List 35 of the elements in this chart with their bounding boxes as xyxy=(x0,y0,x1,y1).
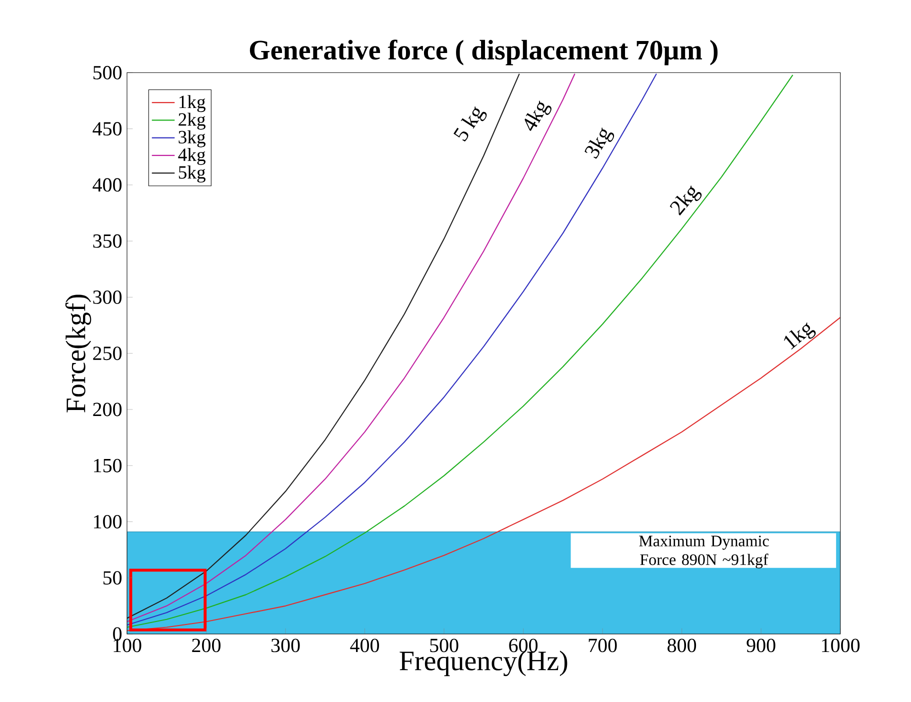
x-tick-label: 900 xyxy=(746,638,776,652)
legend-label: 4kg xyxy=(178,148,206,165)
legend-label: 2kg xyxy=(178,112,206,130)
x-tick-label: 100 xyxy=(114,638,142,652)
y-tick-label: 350 xyxy=(93,234,122,248)
annotation: 3kg xyxy=(584,128,614,159)
x-tick-label: 700 xyxy=(588,638,617,652)
annotation: 1kg xyxy=(784,322,816,350)
x-tick-label: 1000 xyxy=(822,638,860,652)
y-tick-label: 0 xyxy=(113,627,122,641)
y-axis-title: Force(kgf) xyxy=(65,294,92,412)
annotation: 4kg xyxy=(524,100,552,131)
y-tick-label: 450 xyxy=(92,122,122,136)
y-tick-label: 50 xyxy=(103,571,122,585)
y-tick-label: 100 xyxy=(94,514,122,528)
y-tick-label: 500 xyxy=(93,66,122,80)
legend-label: 3kg xyxy=(178,130,206,148)
x-tick-label: 600 xyxy=(509,638,538,652)
y-tick-label: 200 xyxy=(93,402,122,416)
band-label: Maximum Dynamic Force 890N ~91kgf xyxy=(639,536,769,568)
y-tick-label: 300 xyxy=(93,290,122,304)
x-tick-label: 800 xyxy=(668,638,696,652)
annotation: 5 kg xyxy=(454,106,487,142)
y-tick-label: 400 xyxy=(92,178,122,192)
x-axis-title: Frequency(Hz) xyxy=(400,650,568,676)
chart-title: Generative force ( displacement 70μm ) xyxy=(250,40,718,66)
x-tick-label: 500 xyxy=(430,638,458,652)
annotation: 2kg xyxy=(670,186,702,216)
x-tick-label: 300 xyxy=(271,638,300,652)
y-tick-label: 250 xyxy=(93,346,122,360)
x-tick-label: 200 xyxy=(192,638,221,652)
legend-label: 1kg xyxy=(179,95,206,112)
y-tick-label: 150 xyxy=(94,458,122,472)
x-tick-label: 400 xyxy=(350,638,380,652)
legend-label: 5kg xyxy=(178,166,206,183)
